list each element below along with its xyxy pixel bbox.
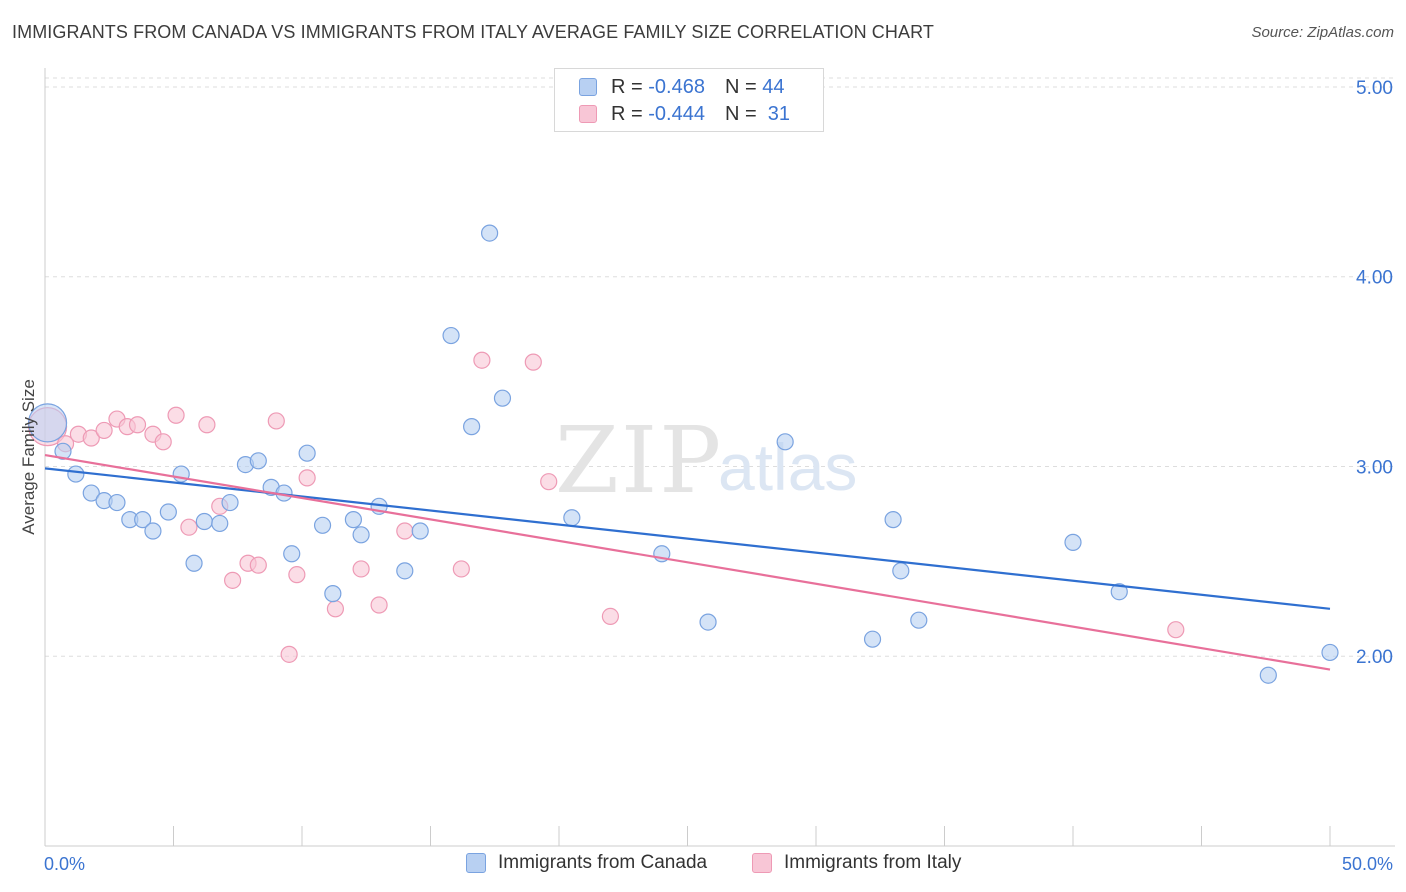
italy-point xyxy=(95,421,113,440)
legend-item-italy: Immigrants from Italy xyxy=(752,852,961,874)
x-tick-label-max: 50.0% xyxy=(1342,854,1393,874)
canada-point xyxy=(185,554,203,572)
canada-point xyxy=(249,452,267,470)
trend-lines xyxy=(44,454,1331,671)
watermark: ZIP atlas xyxy=(555,407,857,514)
canada-point xyxy=(1259,666,1277,684)
canada-point xyxy=(442,326,460,345)
y-tick-label: 3.00 xyxy=(1356,457,1393,478)
y-tick-label: 2.00 xyxy=(1356,647,1393,668)
canada-point xyxy=(910,611,928,629)
italy-point xyxy=(180,518,198,536)
canada-point xyxy=(776,433,794,451)
y-tick-label: 4.00 xyxy=(1356,268,1393,289)
canada-point xyxy=(493,389,512,407)
italy-point xyxy=(154,433,172,451)
canada-point xyxy=(283,545,301,563)
canada-point xyxy=(481,224,499,242)
italy-point xyxy=(352,560,370,578)
canada-point xyxy=(411,522,429,540)
italy-point xyxy=(128,416,147,434)
legend-label-italy: Immigrants from Italy xyxy=(784,852,962,873)
italy-point xyxy=(370,596,388,614)
italy-point xyxy=(452,560,470,578)
italy-point xyxy=(167,406,185,424)
legend-swatch-canada xyxy=(466,853,486,873)
canada-point xyxy=(298,444,316,462)
canada-point xyxy=(1321,643,1339,662)
italy-point xyxy=(267,412,285,430)
legend-n-value: 44 xyxy=(762,75,785,98)
legend-swatch-italy xyxy=(579,105,597,123)
canada-point xyxy=(144,522,162,540)
canada-point xyxy=(211,514,229,533)
canada-point xyxy=(884,511,902,529)
italy-point xyxy=(601,607,620,625)
legend-swatch-italy xyxy=(752,853,772,873)
legend-r-value: -0.468 xyxy=(648,75,705,98)
canada-point xyxy=(195,512,213,531)
y-tick-label: 5.00 xyxy=(1356,78,1393,99)
axes xyxy=(44,68,1395,847)
italy-point xyxy=(249,556,267,574)
canada-point xyxy=(1064,533,1082,551)
legend-item-canada: Immigrants from Canada xyxy=(466,852,707,874)
italy-point xyxy=(326,600,345,618)
canada-point xyxy=(352,526,370,544)
canada-point xyxy=(563,509,581,527)
legend-row-italy: R = -0.444 N = 31 xyxy=(579,102,790,126)
watermark-zip: ZIP xyxy=(555,407,723,514)
canada-point xyxy=(396,562,414,580)
italy-point xyxy=(524,353,542,371)
y-axis-label: Average Family Size xyxy=(19,379,38,535)
canada-point xyxy=(1110,583,1128,601)
italy-point xyxy=(396,522,414,540)
canada-point xyxy=(324,585,342,603)
canada-point xyxy=(221,493,239,512)
italy-point xyxy=(298,469,316,487)
series-legend: Immigrants from Canada Immigrants from I… xyxy=(0,852,1406,878)
canada-point xyxy=(699,613,717,631)
canada-point xyxy=(892,562,910,580)
legend-label-canada: Immigrants from Canada xyxy=(498,852,708,873)
italy-point xyxy=(473,351,491,369)
canada-point xyxy=(313,516,332,534)
canada-point xyxy=(344,511,362,529)
legend-row-canada: R = -0.468 N = 44 xyxy=(579,75,784,99)
legend-swatch-canada xyxy=(579,78,597,96)
tick-labels: 2.00 3.00 4.00 5.00 0.0% 50.0% xyxy=(44,78,1393,874)
legend-r-label: R = xyxy=(611,75,643,98)
canada-point xyxy=(67,465,85,483)
canada-point xyxy=(159,503,177,521)
italy-trend-line xyxy=(44,454,1331,671)
canada-point xyxy=(134,511,152,529)
legend-r-label: R = xyxy=(611,102,643,125)
italy-point xyxy=(198,416,216,434)
chart-source: Source: ZipAtlas.com xyxy=(1251,24,1394,41)
canada-point xyxy=(863,630,882,648)
canada-point xyxy=(27,403,68,443)
legend-n-label: N = xyxy=(724,75,757,98)
legend-r-value: -0.444 xyxy=(648,102,705,125)
canada-point xyxy=(463,418,481,436)
legend-n-label: N = xyxy=(724,102,757,125)
italy-point xyxy=(82,429,100,447)
italy-point xyxy=(280,645,298,663)
canada-point xyxy=(82,484,100,502)
italy-point xyxy=(540,473,558,491)
italy-point xyxy=(288,566,306,584)
legend-n-value: 31 xyxy=(767,102,791,125)
canada-point xyxy=(54,442,72,460)
italy-point xyxy=(224,571,242,589)
canada-point xyxy=(108,493,126,512)
correlation-legend: R = -0.468 N = 44 R = -0.444 N = 31 xyxy=(554,68,824,132)
italy-point xyxy=(1167,621,1185,639)
chart-title: IMMIGRANTS FROM CANADA VS IMMIGRANTS FRO… xyxy=(12,22,934,42)
x-tick-label-min: 0.0% xyxy=(44,854,85,874)
